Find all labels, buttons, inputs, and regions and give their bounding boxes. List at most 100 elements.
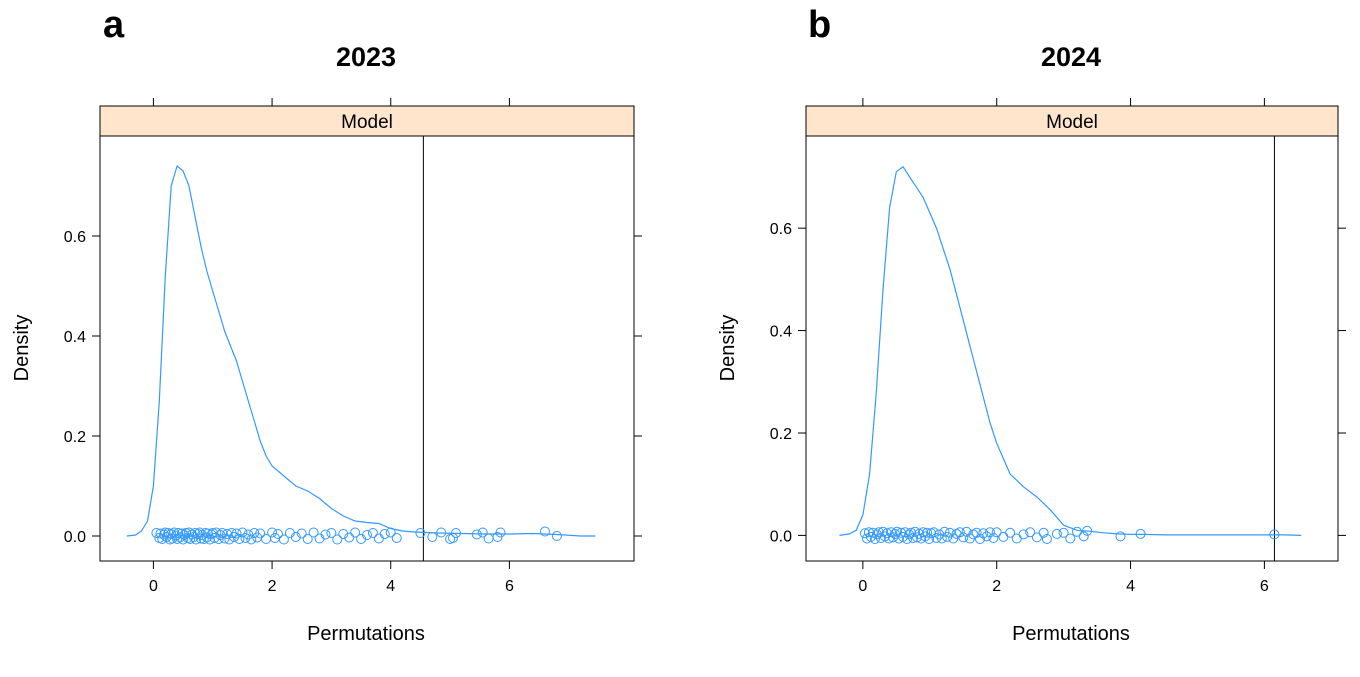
- rug-point: [988, 533, 999, 543]
- rug-point: [237, 527, 248, 538]
- rug-point: [209, 533, 220, 543]
- x-tick-label: 4: [1126, 578, 1135, 595]
- rug-point: [1031, 532, 1042, 543]
- rug-point: [229, 532, 240, 542]
- rug-point: [1078, 531, 1089, 542]
- x-axis-bottom: 0 2 4 6: [149, 561, 514, 595]
- rug-point: [240, 533, 251, 543]
- rug-point: [169, 527, 180, 538]
- rug-point: [551, 531, 562, 541]
- rug-point: [350, 527, 361, 538]
- rug-point: [415, 528, 426, 538]
- rug-point: [931, 533, 942, 543]
- rug-point: [1082, 525, 1093, 536]
- rug-point: [998, 531, 1009, 542]
- rug-point: [222, 529, 232, 539]
- rug-point: [961, 526, 972, 537]
- rug-point: [1011, 533, 1022, 544]
- rug-point: [1269, 529, 1280, 540]
- y-tick-label: 0.0: [770, 528, 792, 545]
- rug-point: [308, 527, 319, 538]
- rug-point: [495, 527, 506, 538]
- rug-point: [924, 534, 935, 544]
- rug-point: [991, 527, 1002, 538]
- rug-point: [985, 527, 995, 538]
- x-axis-top: [862, 98, 1265, 106]
- rug-point: [936, 533, 947, 544]
- rug-point: [1051, 528, 1062, 539]
- y-axis-label: Density: [717, 315, 739, 382]
- rug-point: [326, 528, 337, 538]
- x-axis-label: Permutations: [307, 623, 425, 645]
- rug-point: [448, 533, 458, 543]
- rug-point: [892, 526, 902, 537]
- rug-point: [367, 528, 378, 538]
- x-tick-label: 6: [1260, 578, 1269, 595]
- rug-point: [1025, 527, 1036, 538]
- x-tick-label: 4: [386, 578, 395, 595]
- y-axis-right: [634, 235, 642, 537]
- rug-point: [234, 534, 245, 544]
- rug-point: [477, 527, 488, 538]
- rug-point: [975, 534, 985, 544]
- panel-b: b 2024 Model 0 2 4 6 0.0 0.2 0.4 0.6 Permutati…: [717, 4, 1346, 645]
- rug-point: [385, 527, 396, 538]
- y-axis-label: Density: [11, 315, 33, 382]
- rug-point: [471, 529, 482, 540]
- rug-points: [859, 525, 1280, 544]
- y-tick-label: 0.6: [770, 221, 792, 238]
- rug-point: [1065, 533, 1076, 544]
- rug-point: [320, 529, 331, 540]
- rug-point: [1115, 531, 1126, 542]
- rug-point: [155, 528, 166, 539]
- rug-point: [1135, 528, 1146, 539]
- rug-point: [373, 533, 384, 544]
- rug-point: [958, 532, 969, 543]
- rug-point: [159, 529, 170, 540]
- rug-point: [278, 534, 289, 545]
- rug-point: [167, 533, 178, 544]
- rug-points: [151, 526, 562, 545]
- density-curve: [126, 164, 596, 537]
- x-tick-label: 6: [505, 578, 514, 595]
- rug-point: [922, 527, 933, 538]
- y-tick-label: 0.4: [64, 329, 86, 346]
- y-tick-label: 0.2: [64, 429, 86, 446]
- x-tick-label: 0: [858, 578, 867, 595]
- rug-point: [173, 528, 184, 538]
- panel-a: a 2023 Model 0 2 4 6 0.0 0.2 0.4 0.6 Permutati…: [11, 4, 642, 645]
- rug-point: [290, 532, 301, 542]
- rug-point: [391, 533, 402, 543]
- rug-point: [178, 534, 189, 545]
- rug-point: [332, 534, 343, 545]
- y-tick-label: 0.4: [770, 324, 792, 341]
- x-tick-label: 2: [268, 578, 277, 595]
- y-tick-label: 0.0: [64, 529, 86, 546]
- rug-point: [436, 527, 447, 538]
- y-axis-right: [1338, 227, 1346, 536]
- chart-title: 2023: [336, 42, 396, 72]
- panel-letter: b: [808, 4, 831, 46]
- chart-title: 2024: [1041, 42, 1101, 72]
- rug-point: [939, 526, 950, 537]
- rug-point: [246, 534, 257, 545]
- rug-point: [379, 529, 390, 539]
- y-axis-left: 0.0 0.2 0.4 0.6: [64, 229, 100, 546]
- rug-point: [954, 527, 965, 538]
- rug-point: [1018, 529, 1029, 540]
- rug-point: [362, 530, 372, 540]
- rug-point: [944, 527, 955, 538]
- rug-point: [978, 528, 989, 539]
- rug-point: [338, 529, 349, 539]
- rug-point: [296, 528, 307, 539]
- x-axis-bottom: 0 2 4 6: [858, 561, 1269, 595]
- rug-point: [243, 529, 254, 540]
- rug-point: [1005, 527, 1016, 538]
- strip-label: Model: [1046, 112, 1098, 133]
- rug-point: [863, 527, 874, 538]
- rug-point: [255, 528, 266, 539]
- x-axis-label: Permutations: [1012, 623, 1130, 645]
- rug-point: [273, 529, 283, 539]
- density-curve: [839, 165, 1302, 536]
